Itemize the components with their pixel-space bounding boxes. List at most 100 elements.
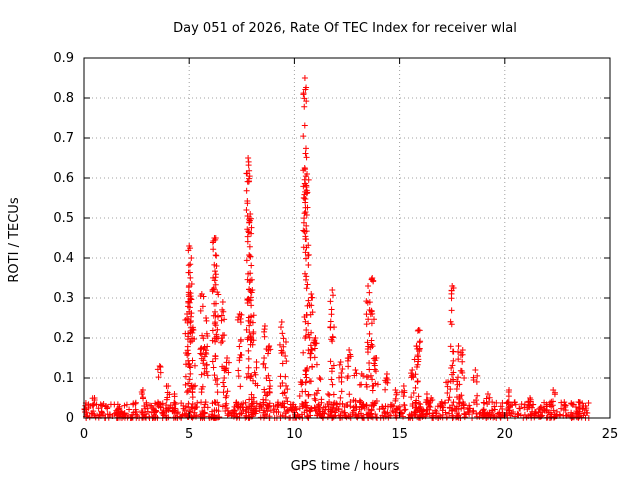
roti-point — [186, 269, 193, 276]
baseline-point — [240, 407, 247, 414]
roti-point — [382, 386, 389, 393]
baseline-point — [121, 402, 128, 409]
roti-point — [244, 238, 251, 245]
roti-point — [575, 405, 582, 412]
baseline-point — [224, 407, 231, 414]
roti-point — [212, 268, 219, 275]
roti-point — [282, 373, 289, 380]
roti-point — [187, 318, 194, 325]
roti-point — [188, 337, 195, 344]
roti-point — [384, 379, 391, 386]
roti-point — [312, 397, 319, 404]
roti-peak-point — [91, 395, 98, 401]
roti-point — [261, 333, 268, 340]
roti-point — [210, 246, 217, 253]
baseline-point — [389, 407, 396, 414]
roti-point — [461, 375, 468, 382]
roti-point — [260, 361, 267, 368]
roti-point — [301, 270, 308, 277]
roti-point — [261, 386, 268, 393]
baseline-point — [387, 403, 394, 410]
roti-point — [220, 379, 227, 386]
roti-point — [305, 262, 312, 268]
roti-point — [283, 358, 290, 365]
baseline-point — [198, 399, 205, 406]
baseline-point — [138, 408, 145, 415]
roti-peak-point — [455, 343, 462, 349]
roti-peak-point — [329, 287, 336, 293]
roti-point — [139, 391, 146, 398]
roti-point — [247, 297, 254, 304]
roti-point — [300, 133, 307, 140]
roti-point — [444, 390, 451, 397]
roti-point — [338, 388, 345, 395]
baseline-point — [512, 413, 519, 420]
roti-point — [251, 405, 258, 412]
roti-point — [188, 280, 195, 287]
roti-point — [249, 319, 256, 326]
roti-point — [460, 402, 467, 409]
roti-point — [157, 363, 164, 370]
roti-point — [245, 364, 252, 371]
roti-point — [262, 364, 269, 371]
roti-point — [392, 397, 399, 404]
roti-point — [184, 330, 191, 337]
roti-point — [328, 336, 335, 343]
roti-point — [426, 406, 433, 413]
roti-point — [415, 356, 422, 363]
y-tick-label: 0.4 — [53, 251, 74, 266]
roti-point — [484, 401, 491, 408]
roti-point — [302, 208, 309, 215]
baseline-point — [231, 407, 238, 414]
baseline-point — [409, 401, 416, 408]
baseline-point — [417, 403, 424, 410]
roti-point — [187, 364, 194, 371]
baseline-point — [266, 402, 273, 409]
baseline-point — [516, 405, 523, 412]
y-tick-label: 0.7 — [53, 131, 74, 146]
roti-point — [220, 389, 227, 396]
roti-peak-point — [325, 391, 332, 397]
roti-point — [248, 403, 255, 410]
baseline-point — [96, 411, 103, 418]
baseline-point — [562, 407, 569, 414]
roti-point — [218, 335, 225, 342]
roti-point — [244, 197, 251, 204]
roti-peak-point — [219, 299, 226, 305]
baseline-point — [299, 400, 306, 407]
roti-point — [336, 374, 343, 381]
roti-point — [235, 373, 242, 380]
y-tick-label: 0.8 — [53, 91, 74, 106]
roti-point — [345, 355, 352, 362]
roti-point — [305, 391, 312, 398]
roti-point — [155, 374, 162, 381]
roti-point — [283, 394, 290, 401]
roti-point — [279, 360, 286, 367]
baseline-point — [414, 414, 421, 421]
roti-point — [353, 370, 360, 377]
roti-point — [364, 349, 371, 356]
roti-peak-point — [369, 275, 376, 281]
roti-point — [199, 332, 206, 339]
baseline-point — [353, 411, 360, 418]
roti-point — [304, 404, 311, 411]
roti-point — [204, 343, 211, 350]
baseline-point — [390, 409, 397, 416]
roti-point — [247, 334, 254, 341]
roti-point — [408, 394, 415, 401]
roti-point — [347, 351, 354, 358]
baseline-point — [544, 406, 551, 413]
roti-point — [365, 316, 372, 323]
roti-point — [187, 319, 194, 326]
baseline-point — [397, 410, 404, 417]
roti-point — [303, 182, 310, 189]
roti-peak-point — [449, 283, 456, 289]
roti-point — [189, 400, 196, 407]
roti-point — [253, 400, 260, 407]
roti-point — [448, 290, 455, 297]
roti-point — [187, 274, 194, 281]
baseline-point — [490, 411, 497, 418]
x-tick-label: 10 — [286, 427, 303, 442]
roti-point — [187, 261, 194, 268]
roti-point — [245, 158, 252, 165]
